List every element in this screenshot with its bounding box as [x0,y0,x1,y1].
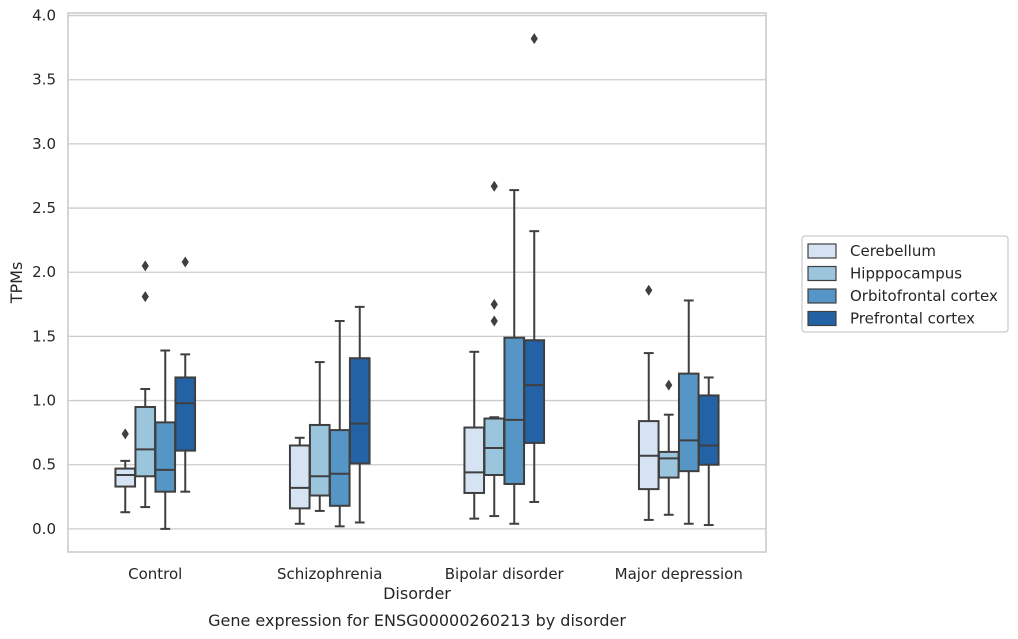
outlier-point [181,256,189,268]
y-tick-label: 2.5 [32,199,56,217]
box-hipppocampus [657,379,680,516]
legend-swatch [807,265,837,282]
legend-label: Prefrontal cortex [850,310,975,328]
box-cerebellum [637,284,660,521]
chart-caption: Gene expression for ENSG00000260213 by d… [208,611,626,630]
y-tick-label: 0.5 [32,456,56,474]
box-iqr [154,421,177,493]
outlier-point [490,315,498,327]
x-axis-label: Disorder [383,584,451,603]
legend-frame [801,235,1009,333]
box-hipppocampus [308,361,331,512]
box-groups [114,33,720,530]
legend: Cerebellum Hipppocampus Orbitofrontal cort… [801,235,1009,333]
box-iqr [328,429,351,507]
box-hipppocampus [134,260,157,509]
y-tick-label: 0.0 [32,520,56,538]
legend-label: Cerebellum [850,242,936,260]
y-tick-label: 4.0 [32,7,56,25]
y-axis-ticks: 0.0 0.5 1.0 1.5 2.0 2.5 3.0 3.5 4.0 [32,7,56,538]
legend-swatch [807,243,837,259]
x-tick-label: Schizophrenia [277,565,382,583]
outlier-point [490,298,498,310]
box-prefrontal-cortex [523,33,546,503]
box-iqr [288,444,311,510]
box-iqr [697,394,720,466]
box-iqr [657,450,680,479]
box-iqr [503,336,526,485]
x-tick-label: Major depression [615,565,743,583]
y-tick-label: 1.5 [32,327,56,345]
box-cerebellum [463,350,486,520]
box-iqr [483,417,506,476]
outlier-point [141,260,149,272]
x-tick-label: Control [128,565,182,583]
box-cerebellum [114,428,137,514]
outlier-point [645,284,653,296]
box-cerebellum [288,436,311,525]
outlier-point [530,33,538,45]
box-orbitofrontal-cortex [328,320,351,528]
box-iqr [114,467,137,488]
legend-label: Orbitofrontal cortex [850,287,998,305]
box-iqr [134,405,157,478]
y-tick-label: 3.5 [32,71,56,89]
y-tick-label: 3.0 [32,135,56,153]
plot-frame [67,12,767,553]
box-orbitofrontal-cortex [154,349,177,530]
box-iqr [308,423,331,497]
box-orbitofrontal-cortex [503,189,526,525]
box-prefrontal-cortex [697,376,720,527]
box-iqr [348,357,371,465]
box-hipppocampus [483,180,506,518]
outlier-point [490,180,498,192]
box-prefrontal-cortex [174,256,197,493]
legend-swatch [807,288,837,304]
x-tick-label: Bipolar disorder [445,565,565,583]
box-iqr [463,426,486,494]
box-prefrontal-cortex [348,305,371,524]
x-axis-ticks: Control Schizophrenia Bipolar disorder Majo… [128,565,743,583]
box-iqr [174,376,197,452]
legend-swatch [807,310,837,327]
y-tick-label: 1.0 [32,392,56,410]
outlier-point [665,379,673,391]
outlier-point [141,291,149,303]
y-tick-label: 2.0 [32,263,56,281]
box-iqr [523,339,546,444]
box-iqr [677,372,700,473]
box-orbitofrontal-cortex [677,299,700,525]
legend-label: Hipppocampus [850,265,962,283]
outlier-point [121,428,129,440]
y-axis-label: TPMs [7,262,26,305]
